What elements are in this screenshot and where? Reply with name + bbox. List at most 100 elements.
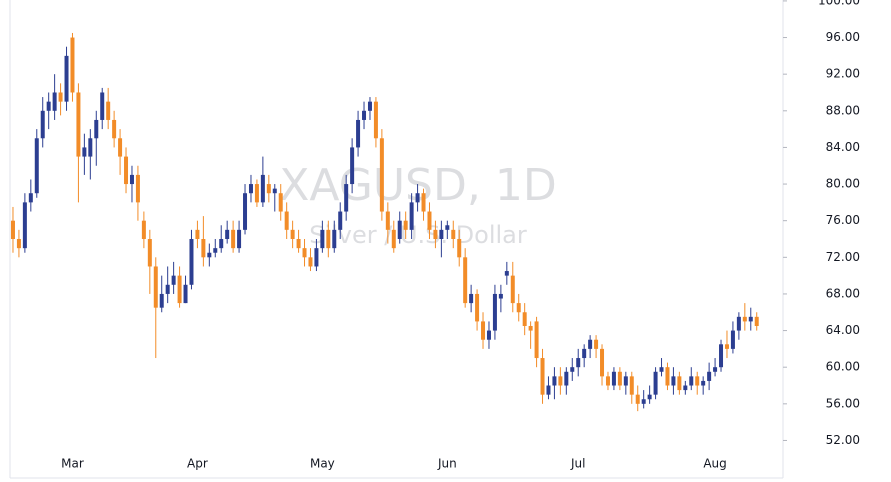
candle-body bbox=[564, 371, 569, 386]
y-tick-label: 60.00 bbox=[826, 360, 860, 374]
candle-body bbox=[635, 394, 640, 404]
candle-body bbox=[481, 321, 486, 340]
candle-body bbox=[707, 371, 712, 381]
candle-body bbox=[219, 239, 224, 249]
candle-body bbox=[225, 229, 230, 239]
candle-body bbox=[415, 193, 420, 203]
candle-body bbox=[611, 371, 616, 386]
candle-body bbox=[207, 252, 212, 258]
candle-body bbox=[22, 202, 27, 249]
candle-body bbox=[730, 330, 735, 349]
candle-body bbox=[141, 220, 146, 239]
x-tick-label: Apr bbox=[187, 457, 208, 471]
candle-body bbox=[409, 202, 414, 230]
candle-body bbox=[40, 110, 45, 139]
x-tick-label: Mar bbox=[61, 457, 84, 471]
candle-body bbox=[266, 184, 271, 194]
candle-body bbox=[135, 174, 140, 203]
candle-body bbox=[10, 220, 15, 239]
candle-body bbox=[308, 257, 313, 267]
candle-body bbox=[683, 385, 688, 391]
candle-body bbox=[106, 101, 111, 120]
candle-body bbox=[451, 229, 456, 239]
candle-body bbox=[302, 248, 307, 258]
candle-body bbox=[594, 339, 599, 349]
candle-body bbox=[641, 399, 646, 404]
candle-body bbox=[600, 348, 605, 377]
candle-body bbox=[231, 229, 236, 249]
candle-body bbox=[16, 239, 21, 249]
candle-body bbox=[195, 229, 200, 239]
candle-body bbox=[659, 367, 664, 372]
candle-body bbox=[243, 193, 248, 230]
candle-body bbox=[124, 156, 129, 185]
candle-body bbox=[522, 312, 527, 326]
candle-body bbox=[713, 367, 718, 372]
candle-body bbox=[356, 119, 361, 148]
y-tick-label: 92.00 bbox=[826, 67, 860, 81]
candle-body bbox=[379, 138, 384, 212]
candle-body bbox=[278, 193, 283, 212]
y-tick-label: 96.00 bbox=[826, 30, 860, 44]
candle-body bbox=[695, 376, 700, 386]
candle-body bbox=[213, 248, 218, 253]
candle-body bbox=[112, 119, 117, 139]
candle-body bbox=[100, 92, 105, 120]
candle-body bbox=[147, 239, 152, 267]
watermark-subtitle: Silver / U.S. Dollar bbox=[309, 221, 527, 249]
candle-body bbox=[534, 321, 539, 359]
candle-body bbox=[689, 376, 694, 386]
candle-body bbox=[367, 101, 372, 111]
candle-body bbox=[290, 229, 295, 239]
y-tick-label: 76.00 bbox=[826, 213, 860, 227]
candle-body bbox=[314, 248, 319, 267]
candle-body bbox=[433, 229, 438, 239]
candle-body bbox=[88, 138, 93, 157]
candle-body bbox=[70, 37, 75, 93]
candle-body bbox=[498, 293, 503, 299]
candle-body bbox=[183, 284, 188, 304]
x-tick-label: Aug bbox=[703, 457, 726, 471]
candle-body bbox=[94, 119, 99, 139]
candle-body bbox=[64, 55, 69, 102]
candle-body bbox=[558, 376, 563, 386]
x-tick-label: May bbox=[310, 457, 335, 471]
candle-body bbox=[46, 101, 51, 111]
candle-body bbox=[701, 380, 706, 386]
y-tick-label: 64.00 bbox=[826, 323, 860, 337]
candle-body bbox=[344, 184, 349, 212]
candle-body bbox=[76, 92, 81, 157]
candle-body bbox=[385, 211, 390, 230]
candle-body bbox=[528, 325, 533, 331]
candle-body bbox=[653, 371, 658, 395]
candle-body bbox=[439, 229, 444, 239]
candle-body bbox=[153, 266, 158, 308]
y-tick-label: 68.00 bbox=[826, 286, 860, 300]
candle-body bbox=[588, 339, 593, 349]
candle-body bbox=[463, 257, 468, 304]
candle-body bbox=[719, 344, 724, 368]
y-tick-label: 100.00 bbox=[818, 0, 860, 7]
candle-body bbox=[492, 293, 497, 331]
candle-body bbox=[665, 367, 670, 386]
candle-body bbox=[748, 316, 753, 322]
x-tick-label: Jul bbox=[570, 457, 585, 471]
candle-body bbox=[582, 348, 587, 359]
candle-body bbox=[671, 376, 676, 386]
candle-body bbox=[647, 394, 652, 400]
candle-body bbox=[362, 110, 367, 120]
candle-body bbox=[605, 376, 610, 386]
candle-body bbox=[504, 271, 509, 276]
y-tick-label: 84.00 bbox=[826, 140, 860, 154]
candle-body bbox=[260, 174, 265, 203]
candle-body bbox=[427, 211, 432, 230]
candle-body bbox=[397, 220, 402, 239]
candle-body bbox=[516, 303, 521, 313]
candle-body bbox=[617, 371, 622, 386]
candle-body bbox=[754, 316, 759, 326]
candle-body bbox=[52, 92, 57, 111]
candle-body bbox=[237, 229, 242, 249]
candle-body bbox=[629, 376, 634, 395]
candle-body bbox=[82, 147, 87, 157]
